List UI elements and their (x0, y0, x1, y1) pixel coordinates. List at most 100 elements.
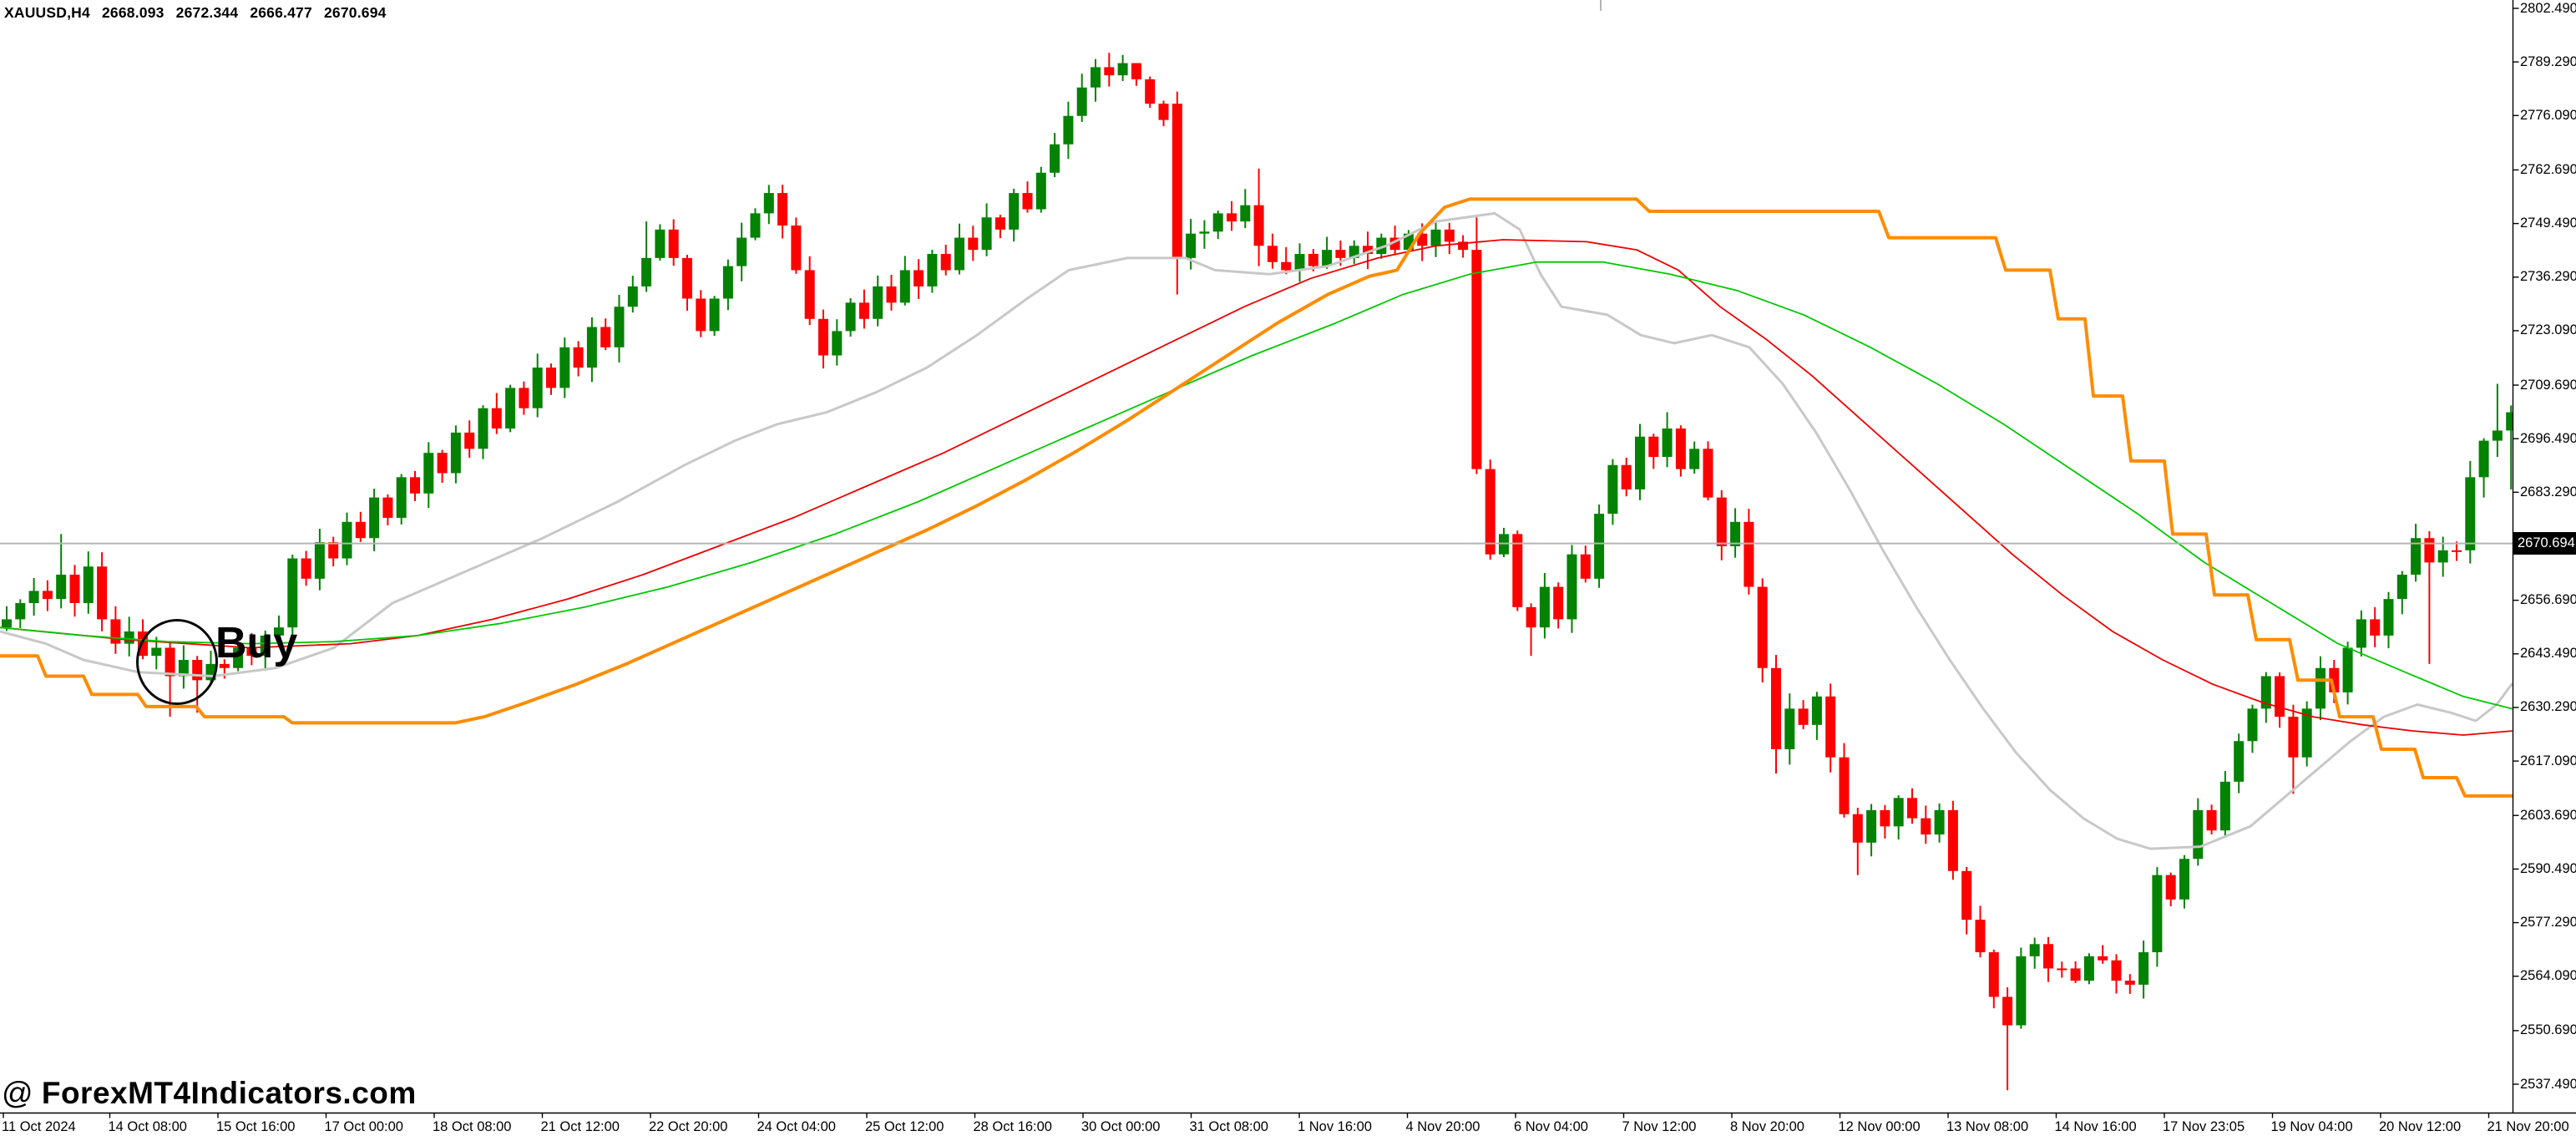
candle (1553, 586, 1564, 620)
time-axis-label: 1 Nov 16:00 (1298, 1119, 1372, 1134)
candle (246, 647, 257, 657)
buy-signal-label[interactable]: Buy (215, 619, 298, 667)
candle (954, 237, 964, 271)
fast-ma-gray (0, 211, 2513, 850)
time-axis-label: 15 Oct 16:00 (216, 1119, 296, 1134)
price-axis-label: 2723.090 (2520, 322, 2576, 338)
candle (1212, 213, 1223, 232)
candle (655, 229, 666, 258)
candle (736, 237, 747, 266)
price-axis-label: 2749.490 (2520, 216, 2576, 231)
indicator-lines (0, 197, 2513, 850)
candle (682, 257, 692, 299)
candle (1607, 464, 1618, 515)
candle (519, 388, 529, 408)
candle (2193, 809, 2204, 860)
candle (1934, 809, 1945, 835)
candle (573, 347, 584, 368)
candle (2260, 676, 2271, 709)
candle (586, 327, 597, 368)
candle (696, 298, 706, 332)
candle (2396, 574, 2407, 600)
candle (940, 254, 951, 271)
candle (342, 521, 352, 559)
candle (2111, 960, 2122, 981)
candle (2098, 956, 2108, 961)
price-axis-label: 2776.090 (2520, 107, 2576, 123)
candle (2165, 875, 2176, 900)
candle (2437, 550, 2448, 563)
candle (1294, 254, 1305, 271)
price-axis-label: 2802.490 (2520, 0, 2576, 16)
candle (763, 193, 774, 214)
candle (1050, 144, 1060, 173)
candle (2452, 550, 2462, 552)
candle (927, 254, 938, 287)
candle (478, 408, 488, 449)
candle (233, 647, 244, 668)
candle (274, 627, 284, 636)
candle (1417, 233, 1428, 246)
candle (1893, 798, 1904, 827)
candle (382, 497, 393, 518)
candle (42, 591, 53, 600)
candle (858, 302, 869, 319)
candle (2179, 859, 2189, 900)
watermark-at: @ (2, 1076, 33, 1110)
candle (709, 298, 720, 332)
watermark: @ ForexMT4Indicators.com (2, 1076, 417, 1111)
time-axis-label: 25 Oct 12:00 (865, 1119, 944, 1134)
candle (1689, 449, 1700, 469)
time-axis-label: 4 Nov 20:00 (1405, 1119, 1480, 1134)
candle (1076, 87, 1087, 116)
candle (627, 286, 638, 307)
candle (2152, 875, 2163, 952)
time-axis-label: 21 Oct 12:00 (540, 1119, 620, 1134)
candle (1635, 436, 1645, 489)
candle (1430, 229, 1441, 246)
candle (1852, 814, 1863, 843)
watermark-text: ForexMT4Indicators.com (41, 1076, 417, 1110)
candle (1322, 250, 1333, 266)
candle (1186, 233, 1197, 258)
candle (464, 432, 475, 449)
candle (1145, 79, 1156, 104)
candle (1158, 104, 1169, 120)
candle (110, 619, 121, 644)
candle (1512, 534, 1523, 607)
candle (2247, 708, 2258, 742)
price-axis-label: 2590.490 (2520, 860, 2576, 876)
candle (2288, 717, 2299, 758)
time-axis-label: 18 Oct 08:00 (433, 1119, 512, 1134)
candle (668, 229, 679, 258)
candle (1199, 231, 1210, 234)
ohlc-low: 2666.477 (250, 4, 312, 21)
candle (2342, 647, 2353, 692)
buy-signal-circle[interactable] (136, 619, 218, 705)
candle (873, 286, 883, 319)
time-axis-label: 31 Oct 08:00 (1189, 1119, 1268, 1134)
candle (600, 327, 611, 347)
candle (1526, 606, 1536, 628)
candle (1675, 429, 1686, 469)
candle (777, 193, 788, 226)
time-axis-label: 7 Nov 12:00 (1622, 1119, 1697, 1134)
candle (1444, 229, 1455, 242)
candle (287, 558, 298, 628)
candle (1539, 586, 1550, 628)
candle (260, 635, 271, 657)
candle (1757, 586, 1768, 668)
candle (1621, 464, 1632, 489)
candle (1281, 261, 1292, 271)
candle (1335, 250, 1346, 258)
price-axis-label: 2537.490 (2520, 1076, 2576, 1092)
candle (1580, 554, 1591, 579)
price-axis-label: 2762.690 (2520, 161, 2576, 177)
candle (1907, 798, 1917, 819)
candle (2275, 676, 2285, 718)
candle (1594, 514, 1605, 579)
price-axis-label: 2656.690 (2520, 592, 2576, 608)
candle (1376, 237, 1387, 255)
